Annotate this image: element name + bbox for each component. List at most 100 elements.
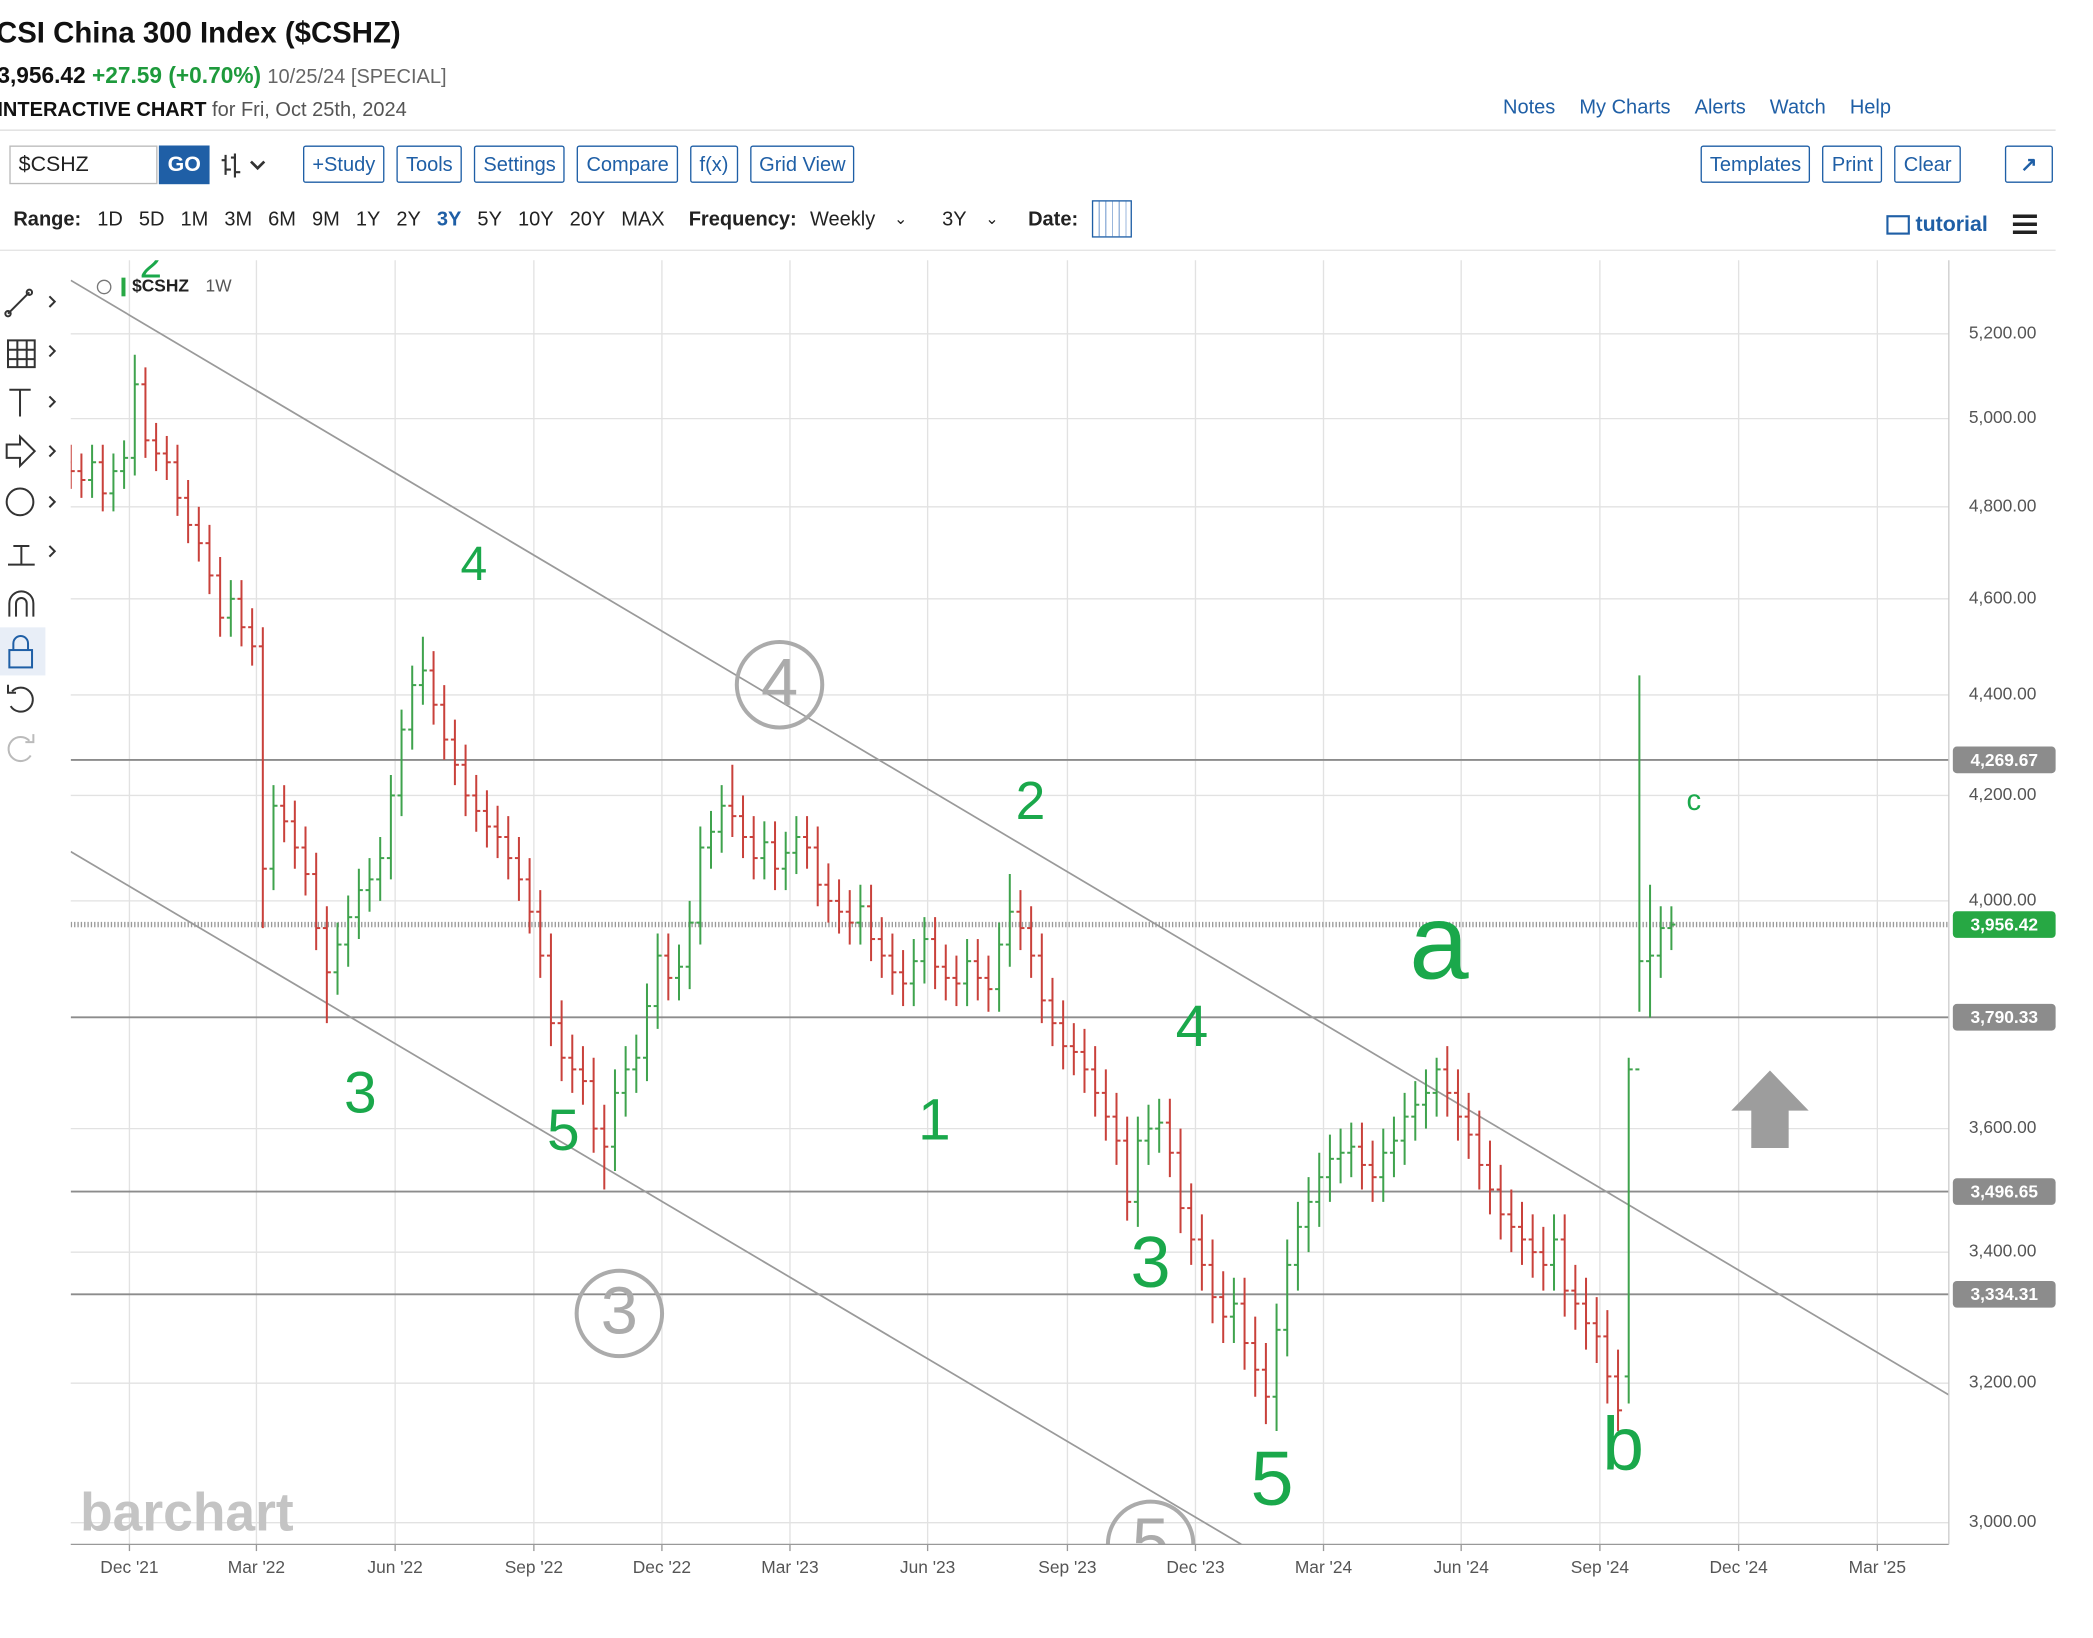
range-option[interactable]: 3M [224, 207, 253, 231]
range-option[interactable]: MAX [621, 207, 665, 231]
circled-label: 5 [1132, 1506, 1169, 1580]
chart-heading: INTERACTIVE CHART for Fri, Oct 25th, 202… [0, 99, 407, 122]
range-option[interactable]: 3Y [436, 207, 462, 231]
wave-label: 5 [547, 1098, 580, 1163]
price-lines [70, 758, 1949, 1296]
price-badges: 4,269.67 3,956.42 3,790.33 3,496.65 3,334.31 [1952, 746, 2056, 1308]
x-tick-label: Jun '22 [367, 1557, 422, 1577]
circled-label: 3 [601, 1275, 638, 1349]
x-tick-label: Dec '23 [1166, 1557, 1224, 1577]
toolbar-buttons: +Study Tools Settings Compare f(x) Grid View [303, 145, 855, 183]
symbol-input[interactable]: $CSHZ [9, 145, 158, 185]
wave-label: 3 [344, 1061, 377, 1126]
tutorial-area: tutorial [1886, 212, 2037, 236]
date-picker[interactable] [1091, 200, 1132, 238]
range-option[interactable]: 2Y [396, 207, 421, 231]
tutorial-link[interactable]: tutorial [1915, 212, 1987, 236]
x-tick-label: Dec '24 [1709, 1557, 1768, 1577]
frequency-label: Frequency: [688, 207, 797, 231]
period-select[interactable]: 3Y [942, 207, 967, 231]
toolbar-button[interactable]: Print [1822, 145, 1883, 183]
toolbar-button[interactable]: Tools [396, 145, 463, 183]
x-tick-label: Dec '22 [633, 1557, 691, 1577]
y-tick-label: 5,200.00 [1969, 322, 2037, 342]
y-tick-label: 4,200.00 [1969, 784, 2037, 804]
toolbar-button[interactable]: Clear [1894, 145, 1961, 183]
x-tick-label: Sep '23 [1038, 1557, 1096, 1577]
range-option[interactable]: 20Y [569, 207, 606, 231]
range-option[interactable]: 5Y [477, 207, 502, 231]
y-tick-label: 3,400.00 [1969, 1241, 2037, 1261]
range-option[interactable]: 1D [97, 207, 123, 231]
top-link[interactable]: Alerts [1695, 96, 1752, 119]
expand-button[interactable]: ↗ [2004, 145, 2053, 183]
y-tick-label: 5,000.00 [1969, 407, 2037, 427]
wave-label: c [1687, 784, 1702, 817]
bar-type-icon[interactable] [221, 151, 273, 180]
chart-legend: $CSHZ 1W [96, 276, 233, 297]
y-tick-label: 3,000.00 [1969, 1511, 2037, 1531]
top-link[interactable]: My Charts [1579, 96, 1676, 119]
range-option[interactable]: 1M [180, 207, 209, 231]
trendline [70, 279, 1949, 1396]
tool-line[interactable] [4, 288, 57, 318]
x-tick-label: Mar '23 [761, 1557, 818, 1577]
x-tick-label: Sep '24 [1571, 1557, 1630, 1577]
eye-icon[interactable] [96, 279, 112, 295]
wave-label: 2 [140, 243, 162, 287]
price-badge-label: 3,496.65 [1970, 1181, 2038, 1201]
range-label: Range: [13, 207, 82, 231]
toolbar-button[interactable]: Templates [1700, 145, 1811, 183]
legend-interval: 1W [206, 276, 233, 296]
price-badge [1952, 1178, 2056, 1205]
x-tick-label: Sep '22 [505, 1557, 563, 1577]
y-tick-label: 4,800.00 [1969, 495, 2037, 515]
grid: 3,000.00 3,200.00 3,400.00 3,600.00 4,000.00… [70, 260, 2037, 1577]
price-badge [1952, 911, 2056, 938]
price-badge-label: 3,790.33 [1970, 1007, 2038, 1027]
toolbar-button[interactable]: f(x) [690, 145, 738, 183]
wave-label: 2 [1016, 772, 1046, 831]
link-text: Watch [1769, 96, 1826, 119]
tool-text[interactable] [9, 388, 57, 417]
toolbar-button[interactable]: Grid View [749, 145, 855, 183]
tool-wave[interactable] [5, 487, 57, 517]
trendline [70, 850, 1242, 1545]
quote-row: 3,956.42 +27.59 (+0.70%) 10/25/24 [SPECI… [0, 63, 447, 90]
tool-lock[interactable] [8, 635, 34, 669]
tool-measure[interactable] [8, 544, 57, 566]
wave-label: 4 [460, 538, 487, 591]
top-link[interactable]: Watch [1770, 96, 1831, 119]
go-button[interactable]: GO [158, 145, 210, 185]
range-option[interactable]: 1Y [355, 207, 381, 231]
toolbar-button[interactable]: +Study [303, 145, 385, 183]
range-option[interactable]: 9M [312, 207, 340, 231]
chevron: ⌄ [893, 209, 908, 229]
tool-magnet[interactable] [8, 590, 35, 617]
wave-label: 3 [1131, 1223, 1171, 1303]
range-option[interactable]: 6M [268, 207, 296, 231]
x-tick-label: Jun '24 [1433, 1557, 1489, 1577]
toolbar-button[interactable]: Settings [474, 145, 566, 183]
menu-icon[interactable] [2012, 214, 2037, 234]
x-tick-label: Mar '25 [1849, 1557, 1906, 1577]
chart-label: INTERACTIVE CHART [0, 98, 207, 122]
tool-arrow[interactable] [5, 434, 57, 469]
range-option[interactable]: 10Y [517, 207, 554, 231]
top-link[interactable]: Notes [1503, 96, 1561, 119]
date-label: Date: [1028, 207, 1079, 231]
toolbar-button[interactable]: Compare [577, 145, 679, 183]
tool-undo[interactable] [7, 684, 34, 713]
frequency-select[interactable]: Weekly [809, 207, 876, 231]
x-tick-label: Mar '22 [228, 1557, 285, 1577]
range-bar: Range: 1D 5D 1M 3M 6M 9M 1Y 2Y 3Y 5Y 10Y 20Y MAX Frequ… [13, 200, 1132, 238]
top-link[interactable]: Help [1850, 96, 1897, 119]
range-option[interactable]: 5D [138, 207, 165, 231]
tool-fib[interactable] [7, 339, 57, 369]
top-links: Notes My Charts Alerts Watch Help [1503, 96, 1896, 119]
quote-date: 10/25/24 [SPECIAL] [267, 65, 447, 89]
link-text: My Charts [1579, 96, 1671, 119]
x-tick-label: Jun '23 [900, 1557, 955, 1577]
tool-redo[interactable] [7, 734, 35, 763]
